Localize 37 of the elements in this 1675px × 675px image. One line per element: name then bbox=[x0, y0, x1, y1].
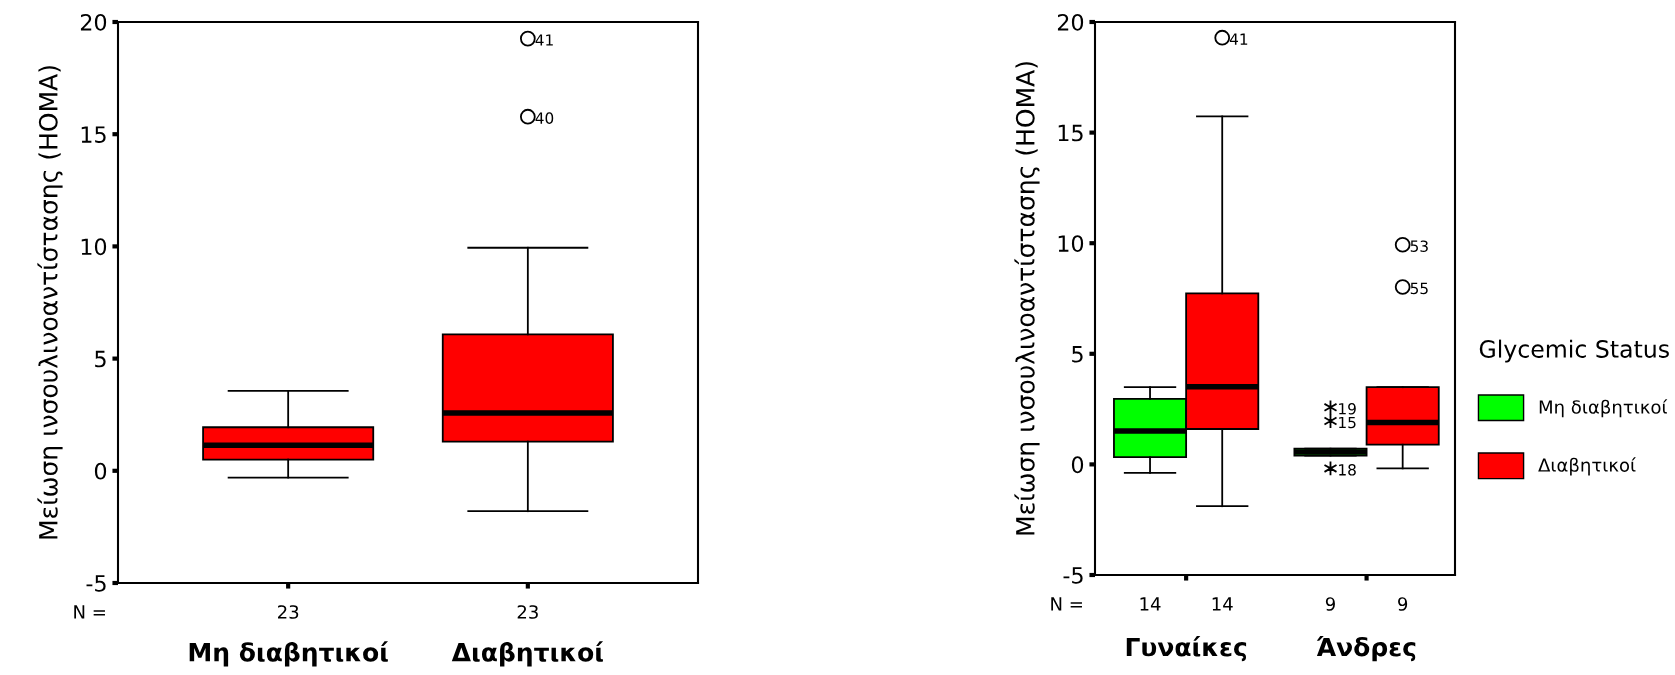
y-tick-label: 10 bbox=[1058, 235, 1084, 252]
y-tick-label: 20 bbox=[80, 13, 107, 31]
y-tick-label: 5 bbox=[1072, 346, 1083, 363]
text: 9 bbox=[1325, 597, 1335, 611]
text: N = bbox=[1051, 597, 1082, 611]
text: 14 bbox=[1140, 597, 1161, 611]
legend-label: Διαβητικοί bbox=[1538, 457, 1636, 476]
text: 9 bbox=[1398, 597, 1408, 611]
y-tick-label: -5 bbox=[1063, 567, 1083, 584]
annotation: 41 bbox=[535, 34, 553, 46]
y-axis-title: Μείωση ινσουλινοαντίστασης (HOMA) bbox=[37, 66, 63, 539]
y-tick-label: 15 bbox=[1058, 124, 1083, 142]
y-tick-label: -5 bbox=[86, 575, 106, 592]
x-tick-label: Διαβητικοί bbox=[451, 641, 604, 667]
x-tick-label: Άνδρες bbox=[1316, 636, 1416, 662]
legend-label: Μη διαβητικοί bbox=[1539, 399, 1668, 418]
x-tick-label: Μη διαβητικοί bbox=[189, 641, 389, 667]
y-tick-label: 10 bbox=[81, 238, 107, 256]
annotation: 15 bbox=[1339, 416, 1356, 429]
annotation: 53 bbox=[1410, 240, 1428, 252]
y-tick-label: 5 bbox=[95, 350, 106, 368]
legend-title: Glycemic Status bbox=[1479, 339, 1669, 363]
y-axis-title: Μείωση ινσουλινοαντίστασης (HOMA) bbox=[1014, 62, 1040, 535]
annotation: 40 bbox=[535, 112, 554, 124]
x-tick-label: Γυναίκες bbox=[1126, 636, 1247, 662]
y-tick-label: 0 bbox=[94, 462, 107, 480]
annotation: 55 bbox=[1410, 282, 1428, 295]
annotation: 19 bbox=[1339, 402, 1356, 415]
text: 14 bbox=[1212, 597, 1233, 611]
y-tick-label: 15 bbox=[81, 126, 106, 143]
y-tick-label: 0 bbox=[1071, 456, 1084, 474]
annotation: 18 bbox=[1339, 464, 1356, 476]
annotation: 41 bbox=[1229, 33, 1248, 45]
text: 23 bbox=[278, 605, 299, 619]
y-tick-label: 20 bbox=[1057, 13, 1084, 31]
text: 23 bbox=[517, 605, 538, 619]
text: N = bbox=[74, 605, 105, 619]
